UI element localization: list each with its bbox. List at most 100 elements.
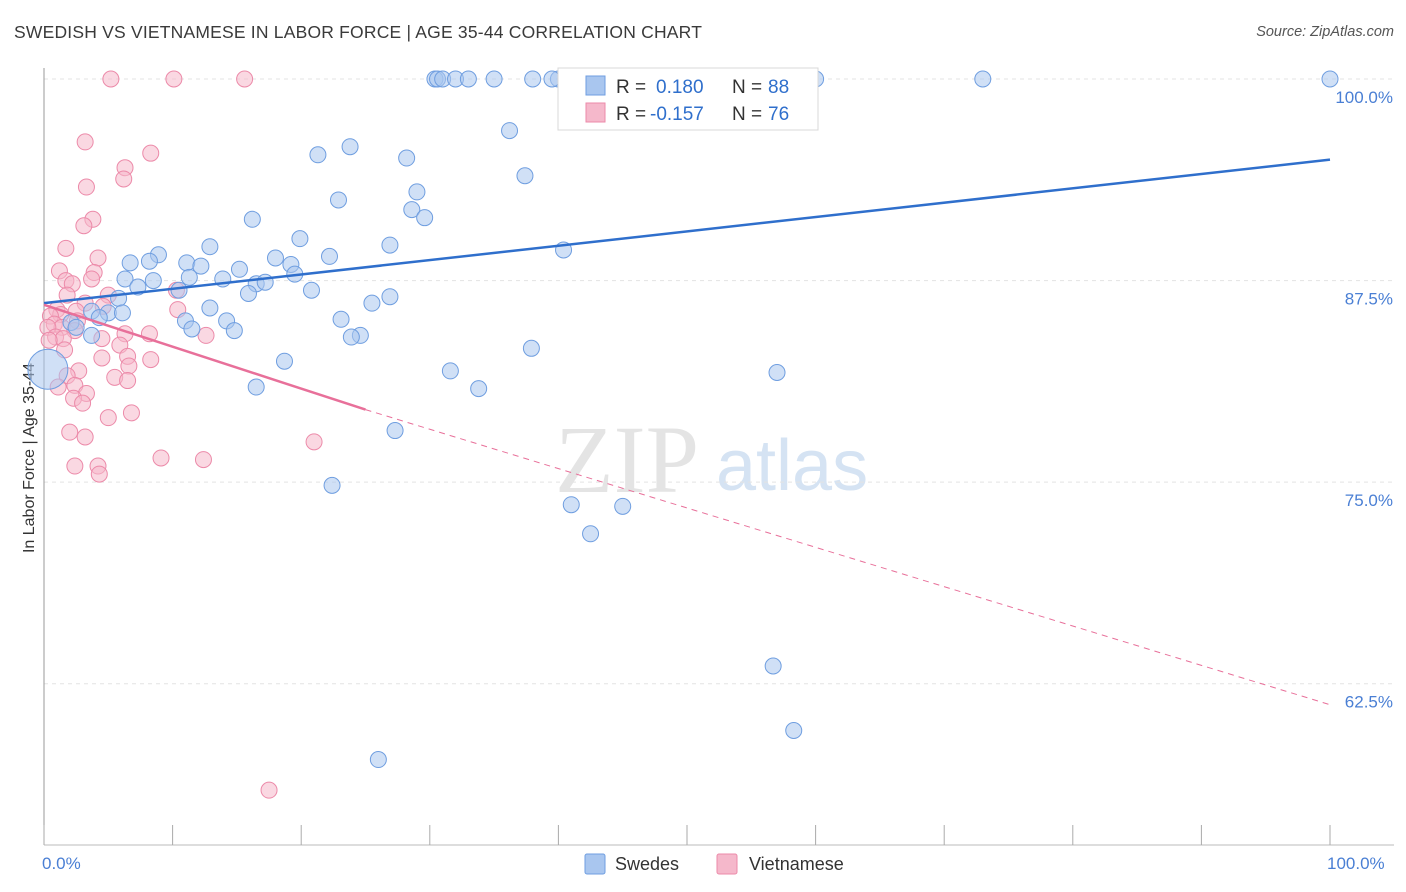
swedes-point bbox=[363, 294, 381, 312]
vietnamese-point bbox=[74, 394, 92, 412]
gridlines bbox=[44, 78, 1394, 685]
vietnamese-point bbox=[75, 217, 93, 235]
swedes-point bbox=[180, 268, 198, 286]
vietnamese-point bbox=[152, 449, 170, 467]
y-tick-label: 100.0% bbox=[1335, 88, 1393, 107]
x-tick-label-max: 100.0% bbox=[1327, 854, 1385, 873]
vietnamese-point bbox=[142, 144, 160, 162]
y-tick-label: 87.5% bbox=[1345, 290, 1393, 309]
swedes-point bbox=[785, 722, 803, 740]
vietnamese-point bbox=[102, 70, 120, 88]
vietnamese-point bbox=[57, 239, 75, 257]
swedes-point bbox=[113, 304, 131, 322]
x-tick-label-min: 0.0% bbox=[42, 854, 81, 873]
swedes-point bbox=[485, 70, 503, 88]
y-tick-label: 75.0% bbox=[1345, 491, 1393, 510]
vietnamese-point bbox=[260, 781, 278, 799]
swedes-point bbox=[323, 476, 341, 494]
swedes-point bbox=[403, 201, 421, 219]
swedes-point bbox=[320, 247, 338, 265]
series-legend-swatch-swedes bbox=[584, 853, 606, 875]
chart-title: SWEDISH VS VIETNAMESE IN LABOR FORCE | A… bbox=[14, 22, 703, 42]
swedes-trend-line bbox=[43, 158, 1331, 305]
vietnamese-point bbox=[61, 423, 79, 441]
legend-swedes-n-label: N = bbox=[732, 77, 762, 98]
swedes-point bbox=[144, 272, 162, 290]
swedes-point bbox=[369, 751, 387, 769]
series-legend: Swedes Vietnamese bbox=[584, 853, 844, 875]
swedes-point bbox=[247, 378, 265, 396]
vietnamese-point bbox=[90, 465, 108, 483]
vietnamese-point bbox=[236, 70, 254, 88]
legend-swedes-r-value: 0.180 bbox=[656, 77, 704, 98]
swedes-point bbox=[183, 320, 201, 338]
y-axis-label: In Labor Force | Age 35-44 bbox=[21, 363, 38, 553]
vietnamese-point bbox=[115, 170, 133, 188]
swedes-point bbox=[239, 284, 257, 302]
legend-swatch-vietnamese bbox=[585, 102, 606, 123]
swedes-point bbox=[192, 257, 210, 275]
vietnamese-point bbox=[77, 178, 95, 196]
swedes-point bbox=[170, 281, 188, 299]
swedes-point bbox=[266, 249, 284, 267]
swedes-point bbox=[121, 254, 139, 272]
swedes-point bbox=[582, 525, 600, 543]
vietnamese-trend-line bbox=[43, 303, 366, 411]
swedes-point bbox=[110, 289, 128, 307]
swedes-point bbox=[302, 281, 320, 299]
legend-swatch-swedes bbox=[585, 75, 606, 96]
legend-viet-n-label: N = bbox=[732, 104, 762, 125]
vietnamese-point bbox=[165, 70, 183, 88]
swedes-point bbox=[386, 422, 404, 440]
swedes-point bbox=[67, 318, 85, 336]
swedes-point bbox=[562, 496, 580, 514]
legend-viet-r-value: -0.157 bbox=[650, 104, 704, 125]
swedes-point bbox=[225, 322, 243, 340]
source-credit: Source: ZipAtlas.com bbox=[1256, 24, 1394, 40]
vietnamese-point bbox=[194, 451, 212, 469]
legend-swedes-r-label: R = bbox=[616, 77, 646, 98]
vietnamese-point bbox=[142, 351, 160, 369]
swedes-point bbox=[614, 497, 632, 515]
swedes-point bbox=[522, 339, 540, 357]
swedes-point bbox=[974, 70, 992, 88]
x-axis-ticks bbox=[43, 825, 1331, 845]
vietnamese-point bbox=[119, 372, 137, 390]
vietnamese-point bbox=[120, 357, 138, 375]
swedes-point bbox=[342, 328, 360, 346]
swedes-point bbox=[332, 310, 350, 328]
swedes-point bbox=[243, 210, 261, 228]
vietnamese-point bbox=[305, 433, 323, 451]
swedes-point bbox=[83, 326, 101, 344]
swedes-point bbox=[341, 138, 359, 156]
swedes-point bbox=[381, 236, 399, 254]
legend-viet-r-label: R = bbox=[616, 104, 646, 125]
vietnamese-point bbox=[122, 404, 140, 422]
swedes-point bbox=[116, 270, 134, 288]
swedes-point bbox=[309, 146, 327, 164]
legend-viet-n-value: 76 bbox=[768, 104, 789, 125]
swedes-point bbox=[764, 657, 782, 675]
series-legend-label-swedes: Swedes bbox=[615, 854, 679, 874]
trend-lines bbox=[43, 158, 1331, 706]
swedes-point bbox=[1321, 70, 1339, 88]
swedes-point bbox=[329, 191, 347, 209]
legend-swedes-n-value: 88 bbox=[768, 77, 789, 98]
swedes-point bbox=[291, 230, 309, 248]
swedes-point bbox=[501, 122, 519, 140]
vietnamese-point bbox=[83, 270, 101, 288]
series-legend-swatch-vietnamese bbox=[716, 853, 738, 875]
swedes-point bbox=[524, 70, 542, 88]
y-tick-labels: 100.0% 87.5% 75.0% 62.5% bbox=[1335, 88, 1393, 712]
vietnamese-points bbox=[39, 70, 323, 799]
correlation-legend: R = 0.180 N = 88 R = -0.157 N = 76 bbox=[557, 67, 819, 131]
vietnamese-point bbox=[66, 457, 84, 475]
swedes-point bbox=[768, 363, 786, 381]
swedes-point bbox=[230, 260, 248, 278]
vietnamese-point bbox=[40, 331, 58, 349]
swedes-point bbox=[459, 70, 477, 88]
swedes-point bbox=[441, 362, 459, 380]
swedes-point bbox=[27, 348, 69, 390]
vietnamese-point bbox=[89, 249, 107, 267]
